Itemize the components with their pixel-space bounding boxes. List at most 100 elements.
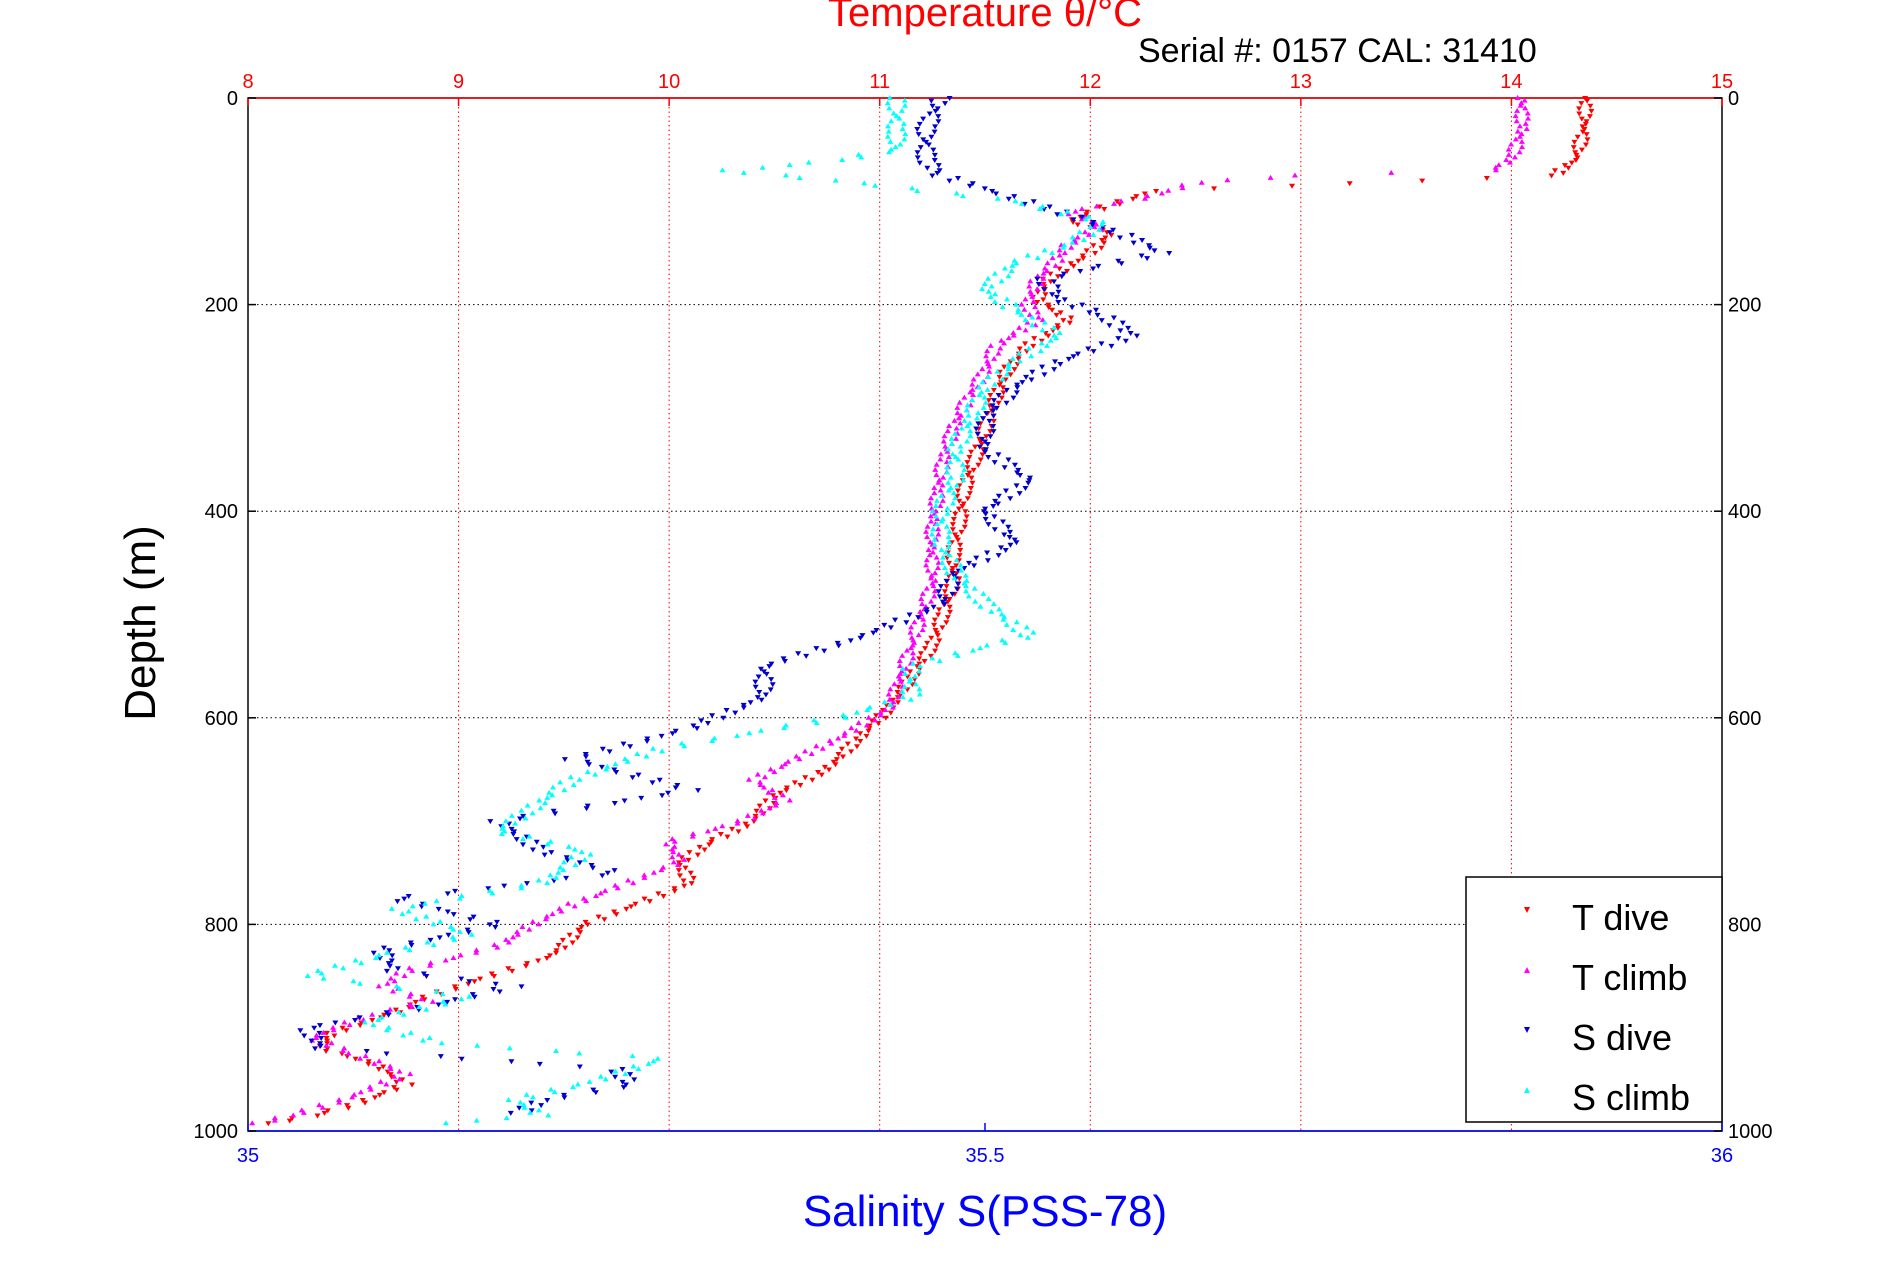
data-point [937, 456, 944, 462]
data-point [901, 97, 908, 103]
data-point [959, 193, 966, 199]
data-point [1022, 296, 1029, 302]
data-point [735, 829, 742, 835]
data-point [759, 164, 766, 170]
data-point [1119, 320, 1126, 326]
data-point [819, 745, 826, 751]
data-point [802, 748, 809, 754]
data-point [963, 577, 970, 583]
data-point [365, 1061, 372, 1067]
data-point [752, 679, 759, 685]
data-point [565, 843, 572, 849]
data-point [352, 1017, 359, 1023]
data-point [1049, 292, 1056, 298]
data-point [370, 1022, 377, 1028]
data-point [456, 929, 463, 935]
data-point [1074, 351, 1081, 357]
data-point [469, 992, 476, 998]
data-point [332, 1020, 339, 1026]
data-point [982, 506, 989, 512]
data-point [941, 589, 948, 595]
data-point [541, 852, 548, 858]
data-point [620, 741, 627, 747]
data-point [1028, 353, 1035, 359]
data-point [358, 960, 365, 966]
data-point [1017, 632, 1024, 638]
data-point [964, 422, 971, 428]
data-point [1517, 102, 1524, 108]
salinity-tick-label: 35 [237, 1145, 259, 1167]
data-point [709, 713, 716, 719]
data-point [405, 908, 412, 914]
data-point [523, 881, 530, 887]
data-point [413, 916, 420, 922]
data-point [339, 1047, 346, 1053]
data-point [701, 847, 708, 853]
data-point [622, 756, 629, 762]
data-point [946, 604, 953, 610]
data-point [893, 113, 900, 119]
data-point [982, 439, 989, 445]
data-point [357, 980, 364, 986]
data-point [1004, 371, 1011, 377]
data-point [359, 1098, 366, 1104]
depth-tick-label-left: 400 [205, 501, 238, 523]
data-point [791, 780, 798, 786]
data-point [923, 609, 930, 615]
data-point [990, 423, 997, 429]
data-point [1128, 232, 1135, 238]
data-point [545, 1112, 552, 1118]
data-point [584, 769, 591, 775]
data-point [300, 1109, 307, 1115]
legend-marker-s-dive [1524, 1027, 1530, 1033]
data-point [528, 1108, 535, 1114]
data-point [933, 472, 940, 478]
data-point [1070, 354, 1077, 360]
data-point [964, 402, 971, 408]
data-point [1524, 110, 1531, 116]
data-point [941, 565, 948, 571]
data-point [1178, 182, 1185, 188]
data-point [627, 744, 634, 750]
data-point [758, 697, 765, 703]
temperature-tick-label: 15 [1711, 71, 1733, 93]
data-point [958, 567, 965, 573]
data-point [385, 1012, 392, 1018]
data-point [1022, 341, 1029, 347]
data-point [835, 643, 842, 649]
data-point [409, 903, 416, 909]
data-point [1066, 320, 1073, 326]
data-point [885, 123, 892, 129]
data-point [943, 570, 950, 576]
data-point [962, 572, 969, 578]
data-point [491, 942, 498, 948]
data-point [681, 883, 688, 889]
data-point [1005, 335, 1012, 341]
data-point [1065, 356, 1072, 362]
data-point [489, 890, 496, 896]
data-point [969, 381, 976, 387]
data-point [1051, 279, 1058, 285]
data-point [698, 718, 705, 724]
data-point [1522, 105, 1529, 111]
data-point [450, 912, 457, 918]
data-point [853, 744, 860, 750]
data-point [987, 293, 994, 299]
data-point [593, 892, 600, 898]
data-point [940, 474, 947, 480]
data-point [978, 442, 985, 448]
data-point [580, 895, 587, 901]
data-point [631, 1077, 638, 1083]
data-point [641, 874, 648, 880]
data-point [759, 810, 766, 816]
data-point [944, 448, 951, 454]
data-point [815, 770, 822, 776]
data-point [937, 503, 944, 509]
data-point [396, 1076, 403, 1082]
data-point [1110, 315, 1117, 321]
data-point [928, 598, 935, 604]
data-point [1056, 330, 1063, 336]
data-point [1002, 377, 1009, 383]
data-point [930, 147, 937, 153]
data-point [949, 527, 956, 533]
